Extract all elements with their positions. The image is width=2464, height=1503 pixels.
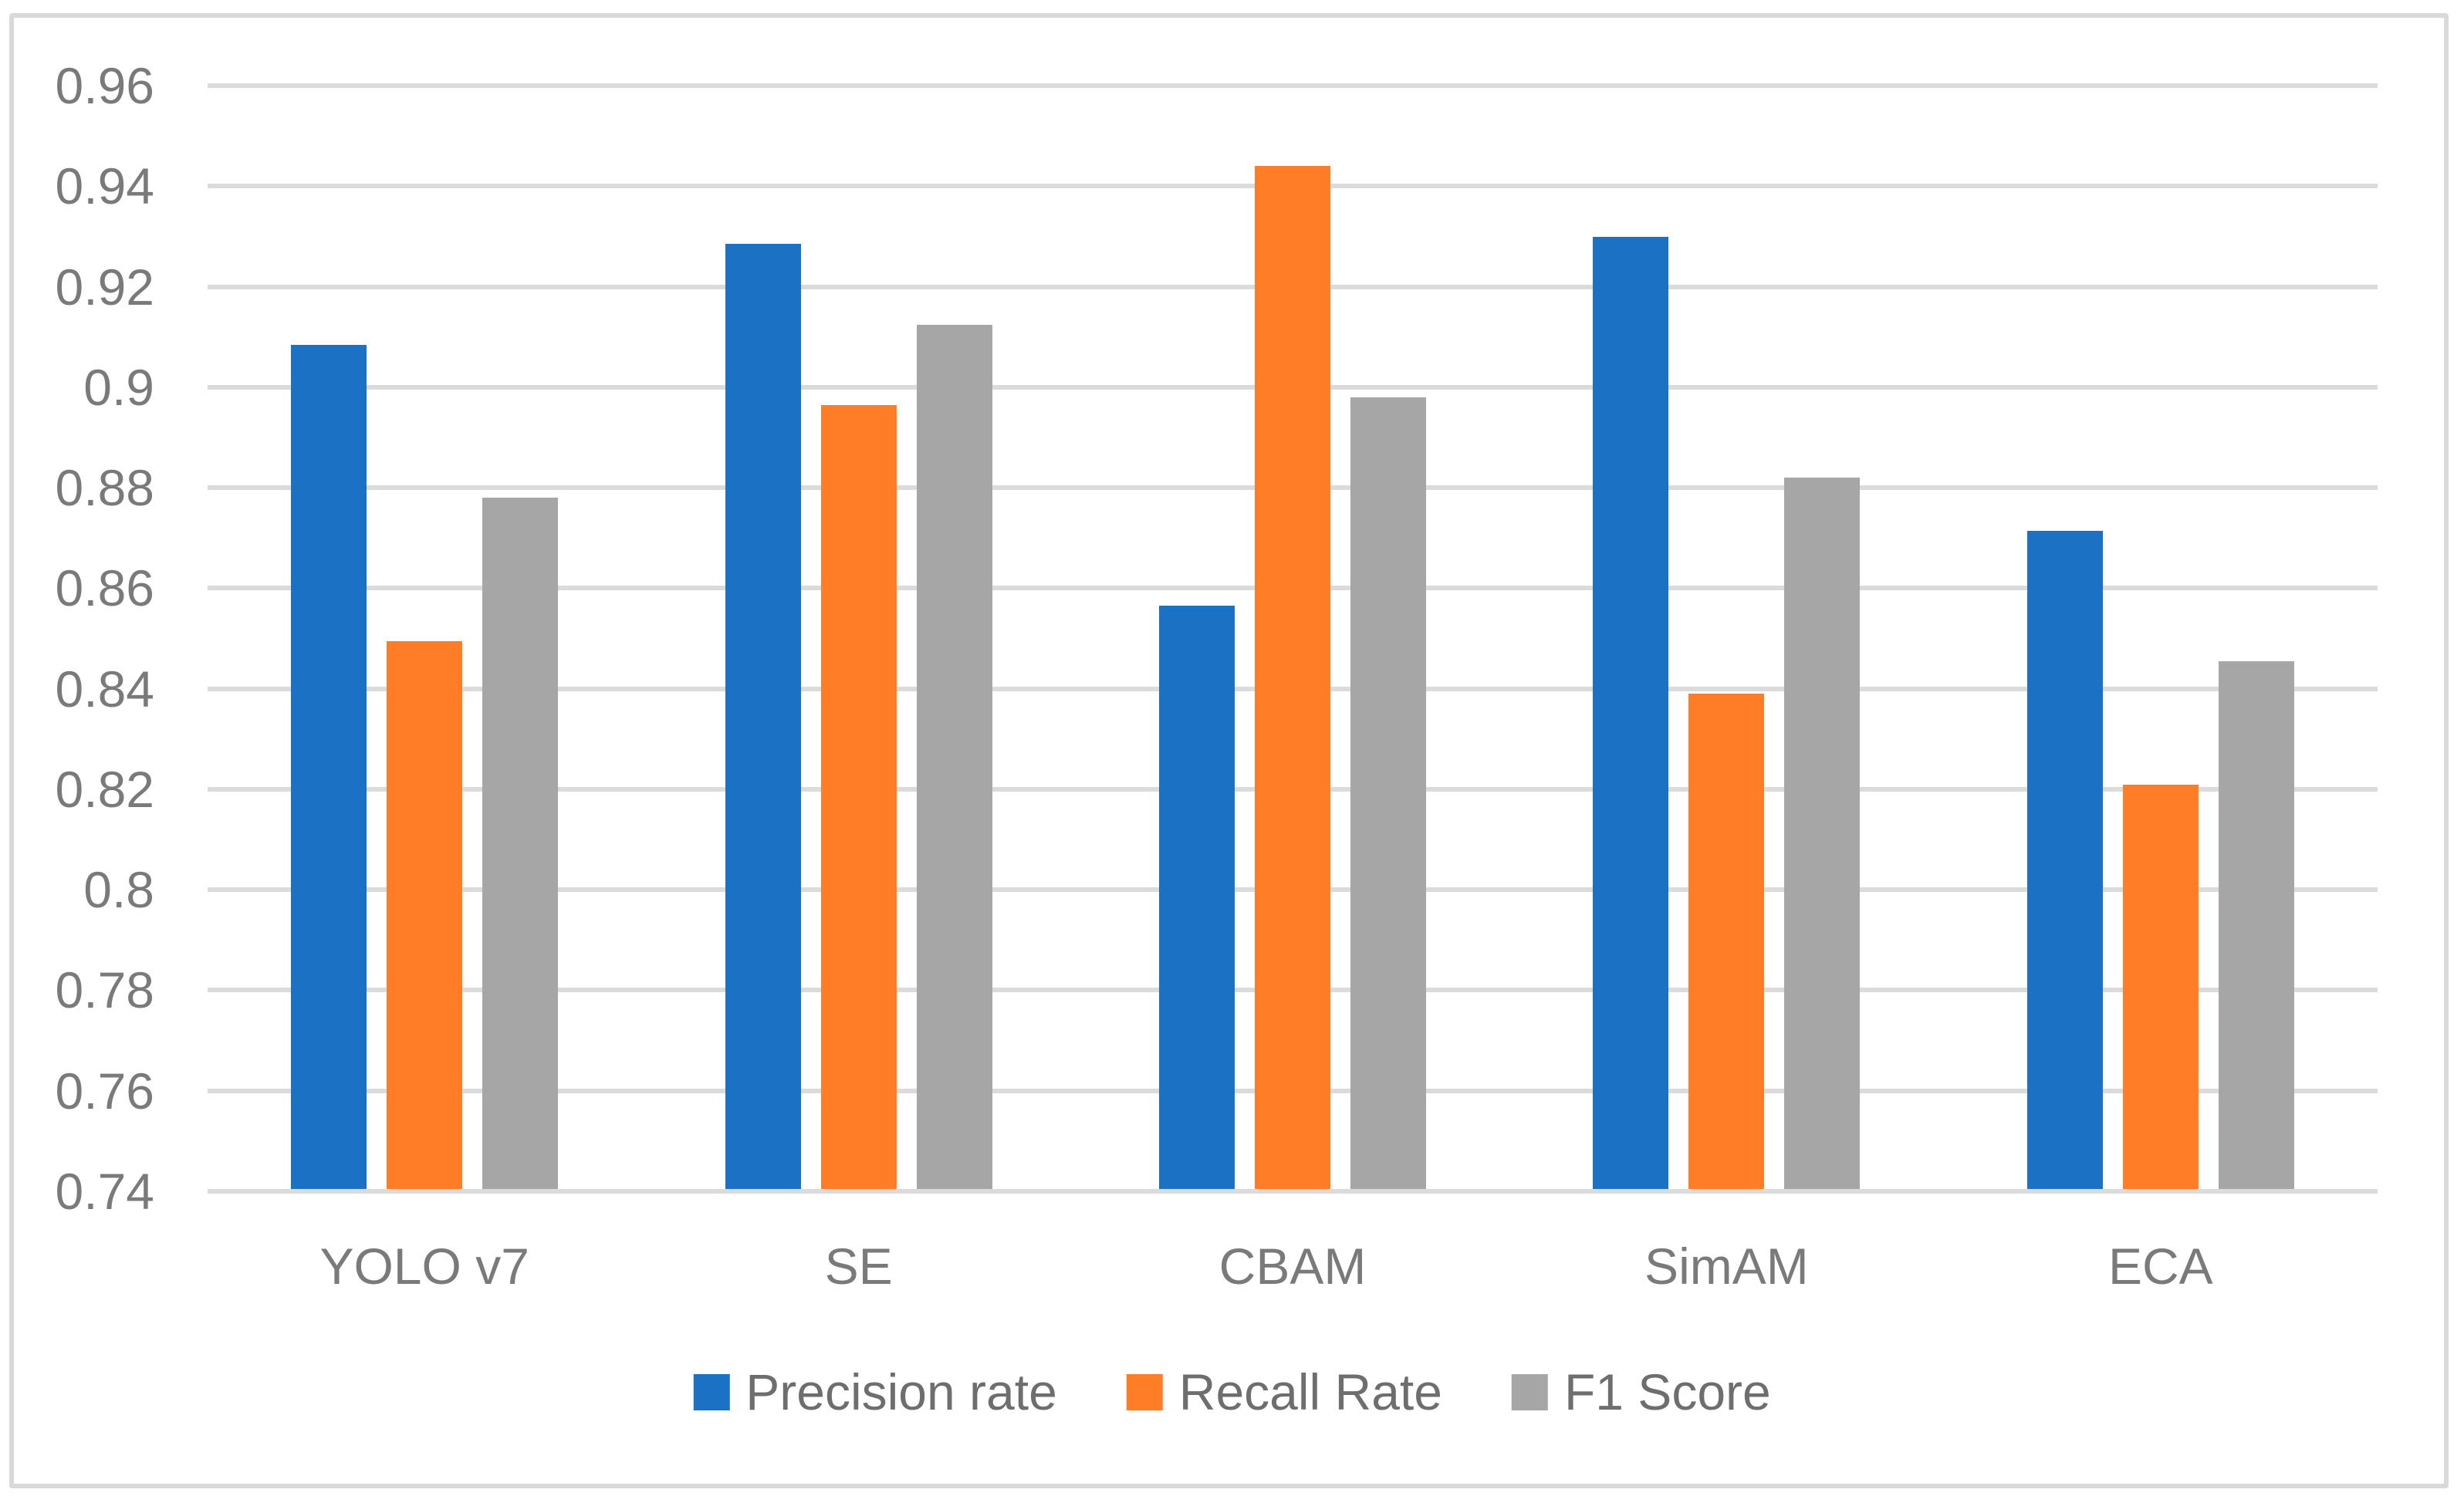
figure-border	[9, 13, 2449, 1488]
legend-item-recall-rate: Recall Rate	[1126, 1363, 1442, 1420]
x-category-label: SE	[824, 1238, 893, 1295]
bar-f1-score	[1784, 478, 1861, 1189]
y-tick-label: 0.78	[55, 961, 154, 1019]
gridline	[208, 83, 2378, 88]
y-tick-label: 0.86	[55, 559, 154, 617]
y-tick-label: 0.84	[55, 660, 154, 718]
bar-recall-rate	[387, 641, 463, 1189]
legend-label-precision-rate: Precision rate	[745, 1363, 1057, 1420]
x-category-label: YOLO v7	[319, 1238, 529, 1295]
y-tick-label: 0.94	[55, 157, 154, 215]
legend-marker-recall-rate	[1126, 1373, 1163, 1410]
legend-label-recall-rate: Recall Rate	[1178, 1363, 1442, 1420]
bar-f1-score	[1350, 397, 1426, 1189]
legend-label-f1-score: F1 Score	[1563, 1363, 1771, 1420]
y-tick-label: 0.8	[83, 861, 154, 919]
bar-precision-rate	[1593, 236, 1669, 1189]
y-tick-label: 0.74	[55, 1163, 154, 1220]
y-tick-label: 0.88	[55, 459, 154, 517]
bar-f1-score	[482, 498, 559, 1189]
legend-marker-precision-rate	[693, 1373, 730, 1410]
legend-item-f1-score: F1 Score	[1511, 1363, 1771, 1420]
bar-recall-rate	[820, 404, 897, 1189]
y-tick-label: 0.76	[55, 1062, 154, 1120]
chart-legend: Precision rate Recall Rate F1 Score	[693, 1363, 1771, 1420]
y-tick-label: 0.9	[83, 358, 154, 416]
legend-item-precision-rate: Precision rate	[693, 1364, 1057, 1420]
bar-recall-rate	[1688, 694, 1765, 1189]
x-category-label: ECA	[2107, 1238, 2213, 1295]
bar-recall-rate	[2122, 784, 2199, 1189]
bar-precision-rate	[2026, 530, 2103, 1189]
x-category-label: CBAM	[1218, 1238, 1367, 1295]
bar-precision-rate	[725, 244, 801, 1189]
bar-recall-rate	[1255, 166, 1330, 1189]
bar-precision-rate	[1159, 606, 1235, 1189]
y-tick-label: 0.82	[55, 760, 154, 818]
legend-marker-f1-score	[1511, 1373, 1548, 1410]
gridline	[208, 1189, 2378, 1194]
bar-precision-rate	[291, 344, 367, 1189]
bar-f1-score	[2218, 661, 2294, 1189]
bar-f1-score	[916, 324, 992, 1189]
y-tick-label: 0.96	[55, 57, 154, 114]
y-tick-label: 0.92	[55, 258, 154, 316]
x-category-label: SimAM	[1644, 1238, 1809, 1295]
